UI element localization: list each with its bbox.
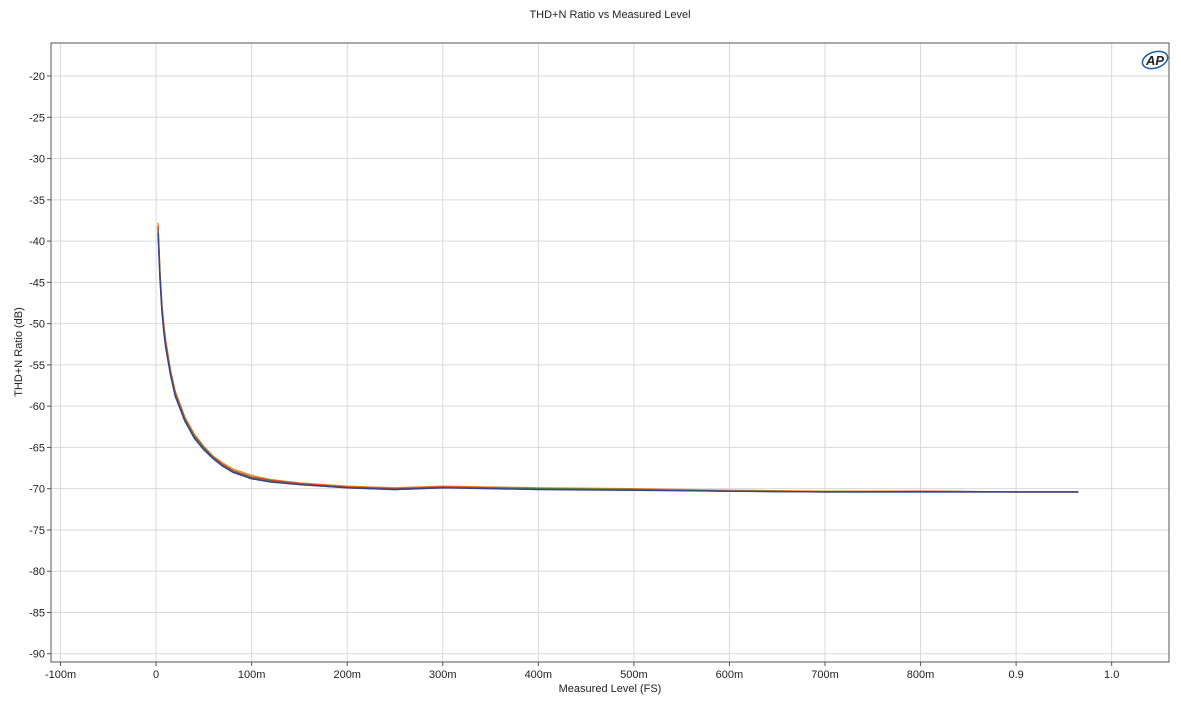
x-tick-label: 800m [907,669,935,681]
x-tick-label: 500m [620,669,648,681]
x-tick-label: 200m [333,669,361,681]
series-line-2 [157,226,1079,493]
chart-title: THD+N Ratio vs Measured Level [529,9,690,21]
y-tick-label: -90 [29,649,45,661]
y-tick-label: -40 [29,236,45,248]
series-line-4 [157,232,1079,493]
y-tick-label: -65 [29,442,45,454]
x-tick-label: 0 [153,669,159,681]
y-tick-label: -20 [29,71,45,83]
y-tick-label: -80 [29,566,45,578]
y-tick-label: -25 [29,112,45,124]
x-axis-ticks: -100m 0 100m 200m 300m 400m 500m 600m 700m 800m 0.… [45,662,1119,681]
x-tick-label: 100m [238,669,266,681]
y-tick-label: -45 [29,277,45,289]
x-tick-label: 400m [525,669,553,681]
plot-frame [50,42,1170,663]
y-tick-label: -60 [29,401,45,413]
y-tick-label: -50 [29,319,45,331]
y-tick-label: -55 [29,360,45,372]
ap-logo-icon: AP [1141,50,1169,70]
x-tick-label: -100m [45,669,76,681]
x-axis-label: Measured Level (FS) [559,683,662,695]
series-line-1 [157,222,1079,493]
x-tick-label: 1.0 [1104,669,1119,681]
x-tick-label: 0.9 [1008,669,1023,681]
x-tick-label: 700m [811,669,839,681]
y-tick-label: -75 [29,525,45,537]
y-tick-label: -85 [29,607,45,619]
x-tick-label: 600m [716,669,744,681]
series-line-3 [157,229,1079,493]
grid [51,43,1169,662]
y-tick-label: -70 [29,484,45,496]
ap-logo-text: AP [1145,53,1164,68]
series-group [157,222,1079,493]
y-tick-label: -30 [29,154,45,166]
y-axis-label: THD+N Ratio (dB) [13,307,25,397]
x-tick-label: 300m [429,669,457,681]
y-tick-label: -35 [29,195,45,207]
y-axis-ticks: -20 -25 -30 -35 -40 -45 -50 -55 -60 -65 -70 -75 -80 -… [29,71,51,661]
